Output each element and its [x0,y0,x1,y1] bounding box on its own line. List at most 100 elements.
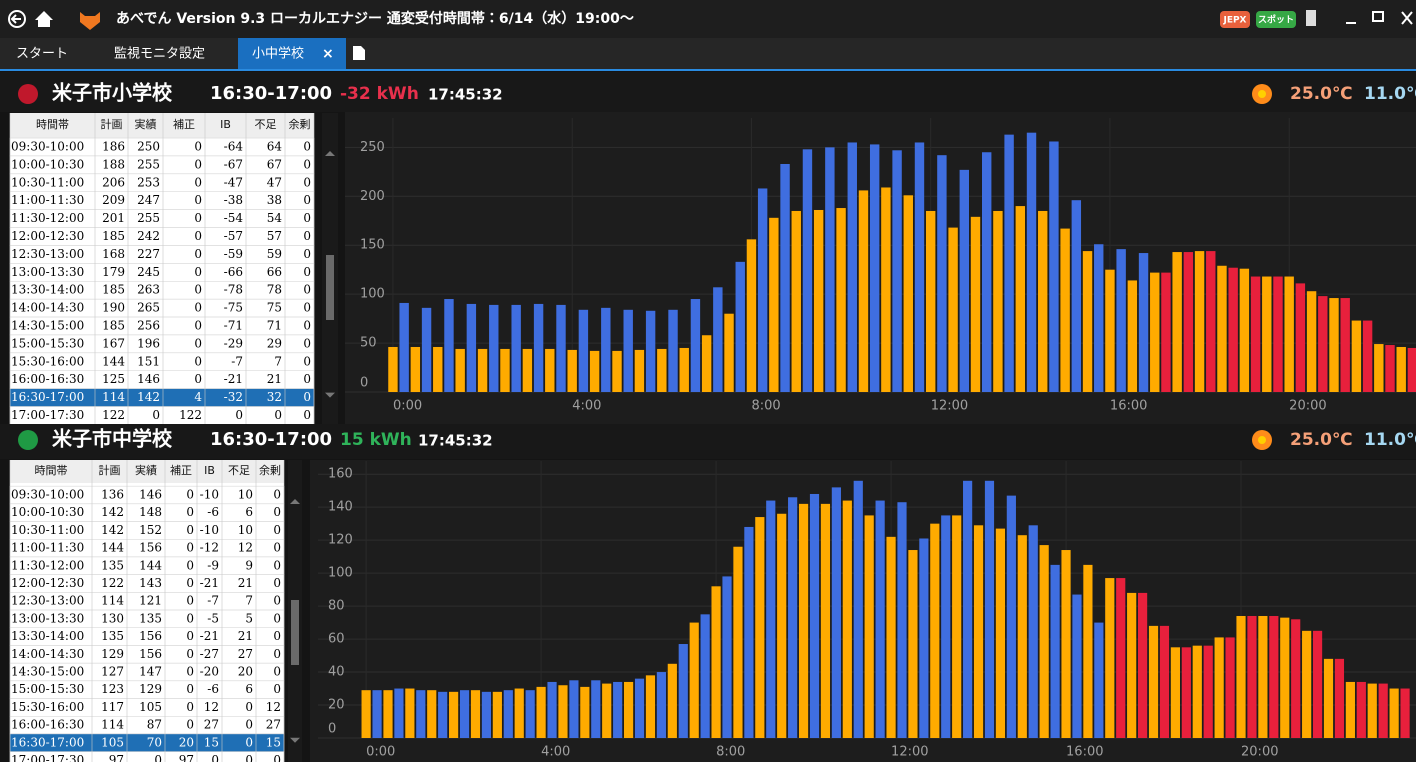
bar [1116,578,1126,738]
bar [1334,658,1345,738]
bar [788,497,798,738]
tab-close[interactable]: × [322,46,334,62]
scroll-up[interactable] [325,151,335,156]
table-cell: -6 [207,505,219,519]
table-cell: -27 [200,647,219,661]
tab-label[interactable]: 監視モニタ設定 [114,46,205,62]
new-tab-icon[interactable] [353,46,365,60]
table-cell: -32 [224,390,243,404]
home-button[interactable] [35,11,53,27]
table-cell: 7 [274,354,282,368]
table-cell: 10 [238,488,253,502]
column-header: 時間帯 [36,118,69,131]
table-cell: -21 [200,629,219,643]
scroll-thumb[interactable] [326,255,334,320]
facility-name: 米子市小学校 [52,81,173,105]
bar [908,550,918,738]
bar [645,310,656,392]
minimize-button[interactable] [1346,22,1356,24]
active-tab[interactable] [238,38,346,69]
table-cell: 6 [245,682,253,696]
temp-low: 11.0℃ [1364,430,1416,450]
table-cell: 67 [267,157,282,171]
table-cell: 09:30-10:00 [11,488,84,502]
bar [1214,637,1224,738]
table-cell: -38 [224,193,243,207]
bar [1284,276,1294,392]
scroll-thumb[interactable] [291,600,299,665]
column-header: IB [220,118,231,131]
table-cell: 64 [267,140,283,154]
bar [1236,615,1246,738]
status-indicator [18,430,38,450]
bar [864,515,874,738]
bar [820,503,831,738]
y-tick-label: 60 [328,632,345,647]
table-cell: 0 [273,594,281,608]
table-cell: 255 [137,157,160,171]
tab-label[interactable]: 小中学校 [252,46,304,62]
table-cell: 0 [303,247,311,261]
table-cell: 97 [109,753,124,762]
table-cell: 13:30-14:00 [11,283,84,297]
bar [1050,564,1060,738]
table-cell: 0 [152,408,160,422]
column-header: 補正 [170,464,192,477]
table-cell: 0 [274,408,282,422]
table-cell: 7 [245,594,253,608]
table-cell: 114 [102,390,125,404]
table-cell: 0 [194,265,202,279]
bar [925,210,936,392]
badge[interactable] [1256,11,1296,28]
bar [995,528,1006,738]
table-header-bg [10,460,284,483]
table-cell: 71 [267,319,282,333]
table-cell: 09:30-10:00 [11,140,84,154]
bar [500,348,510,392]
bar [941,515,951,738]
table-cell: 0 [194,140,202,154]
close-button[interactable] [1401,11,1413,25]
tab-label[interactable]: スタート [16,47,68,62]
calc-icon[interactable] [1306,10,1316,26]
bar [919,538,929,738]
table-cell: 57 [267,229,282,243]
bar [1006,495,1016,738]
badge[interactable] [1220,11,1250,28]
back-button[interactable] [8,10,26,28]
table-cell: -78 [224,283,243,297]
table-cell: 10:30-11:00 [11,175,84,189]
table-cell: 47 [267,175,282,189]
scroll-down[interactable] [290,737,300,743]
badge-label: スポット [1258,14,1294,26]
bar [724,313,734,392]
table-cell: 0 [303,336,311,350]
back-arrow [10,14,21,24]
table-cell: -21 [224,372,243,386]
table-cell: 186 [102,140,125,154]
table-cell: 105 [101,735,124,749]
table-cell: 263 [137,283,160,297]
table-cell: 14:00-14:30 [11,647,84,661]
table-cell: 12 [204,700,219,714]
table-cell: 27 [266,718,281,732]
scroll-up[interactable] [290,499,300,504]
bar [1280,617,1290,738]
table-cell: 242 [137,229,160,243]
table-cell: 21 [238,576,253,590]
column-header: 不足 [255,118,277,131]
bar [1127,592,1137,738]
table-cell: 12:00-12:30 [11,229,84,243]
scroll-down[interactable] [325,392,335,398]
bar [780,163,790,392]
bar [1004,134,1014,392]
table-cell: 0 [194,247,202,261]
y-tick-label: 100 [328,566,353,581]
table-cell: 144 [102,354,125,368]
table-cell: 97 [179,753,194,762]
bar [1138,253,1149,392]
table-cell: 0 [194,319,202,333]
restore-button[interactable] [1372,11,1384,22]
bar [886,536,896,738]
table-header-bg [10,113,314,138]
